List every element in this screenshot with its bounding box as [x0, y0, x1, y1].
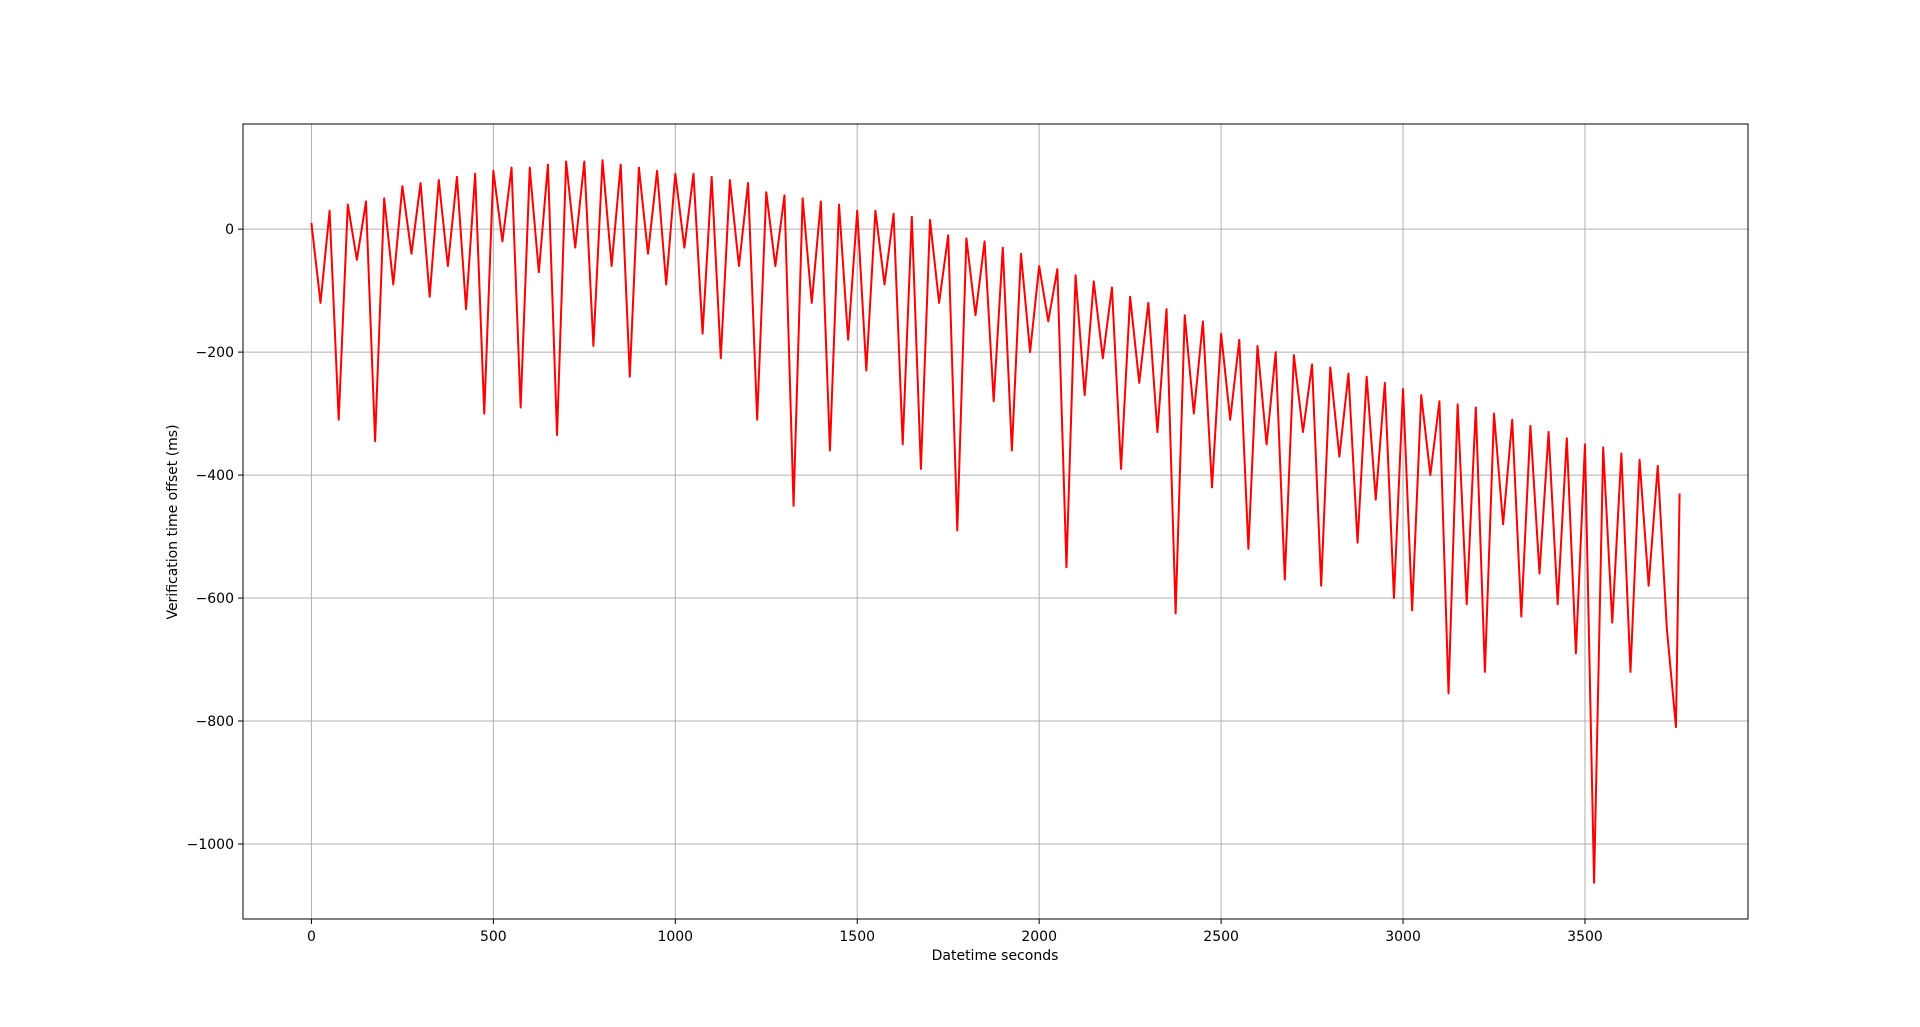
- x-tick-label: 2500: [1203, 929, 1239, 945]
- x-tick-label: 0: [307, 929, 316, 945]
- x-tick-label: 3000: [1385, 929, 1421, 945]
- y-tick-label: −800: [196, 714, 234, 730]
- plot-frame: [242, 123, 1749, 920]
- y-tick-label: −600: [196, 591, 234, 607]
- y-tick-label: −200: [196, 345, 234, 361]
- y-axis-label: Verification time offset (ms): [165, 424, 181, 619]
- x-tick-label: 1500: [839, 929, 875, 945]
- x-tick-label: 1000: [657, 929, 693, 945]
- y-tick-label: −400: [196, 468, 234, 484]
- data-line: [310, 159, 1681, 884]
- x-tick-label: 500: [480, 929, 507, 945]
- x-axis-label: Datetime seconds: [932, 948, 1059, 964]
- x-tick-label: 2000: [1021, 929, 1057, 945]
- y-tick-label: 0: [225, 222, 234, 238]
- x-tick-label: 3500: [1567, 929, 1603, 945]
- y-tick-label: −1000: [187, 837, 234, 853]
